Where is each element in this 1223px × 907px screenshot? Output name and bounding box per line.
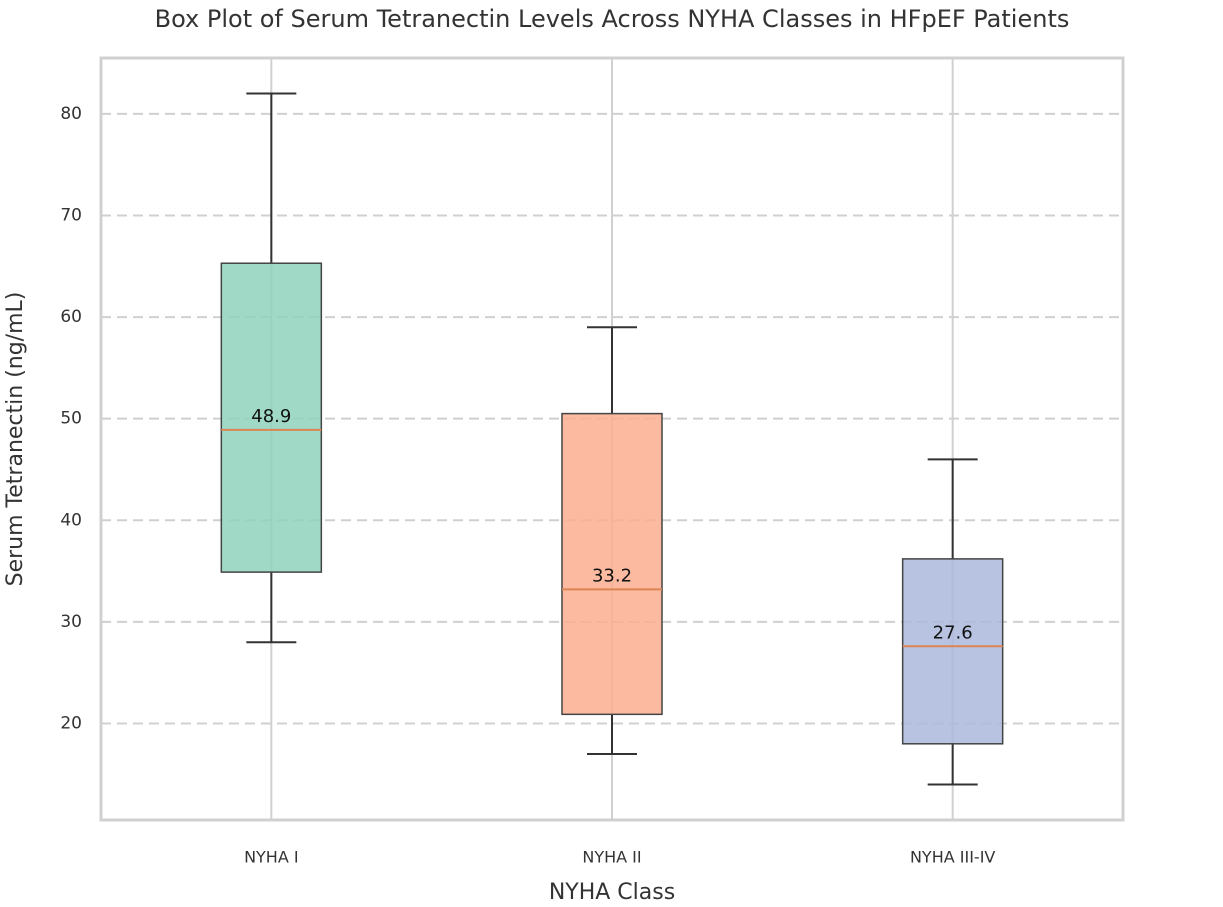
chart-title: Box Plot of Serum Tetranectin Levels Acr… — [155, 5, 1070, 33]
y-tick-label: 70 — [60, 205, 82, 225]
median-label: 48.9 — [251, 406, 291, 427]
y-tick-label: 60 — [60, 307, 82, 327]
plot-frame — [99, 56, 1125, 822]
median-label: 27.6 — [933, 622, 973, 643]
y-tick-label: 20 — [60, 713, 82, 733]
x-tick-label: NYHA II — [582, 848, 641, 867]
y-tick-label: 40 — [60, 510, 82, 530]
y-tick-label: 50 — [60, 409, 82, 429]
box — [220, 262, 323, 573]
box — [561, 412, 663, 716]
x-tick-label: NYHA I — [244, 848, 299, 867]
box — [901, 558, 1004, 745]
y-tick-label: 30 — [60, 612, 82, 632]
y-axis-label: Serum Tetranectin (ng/mL) — [3, 292, 28, 587]
y-tick-label: 80 — [60, 104, 82, 124]
x-axis-label: NYHA Class — [549, 880, 675, 905]
median-label: 33.2 — [592, 565, 632, 586]
x-tick-label: NYHA III-IV — [910, 848, 995, 867]
